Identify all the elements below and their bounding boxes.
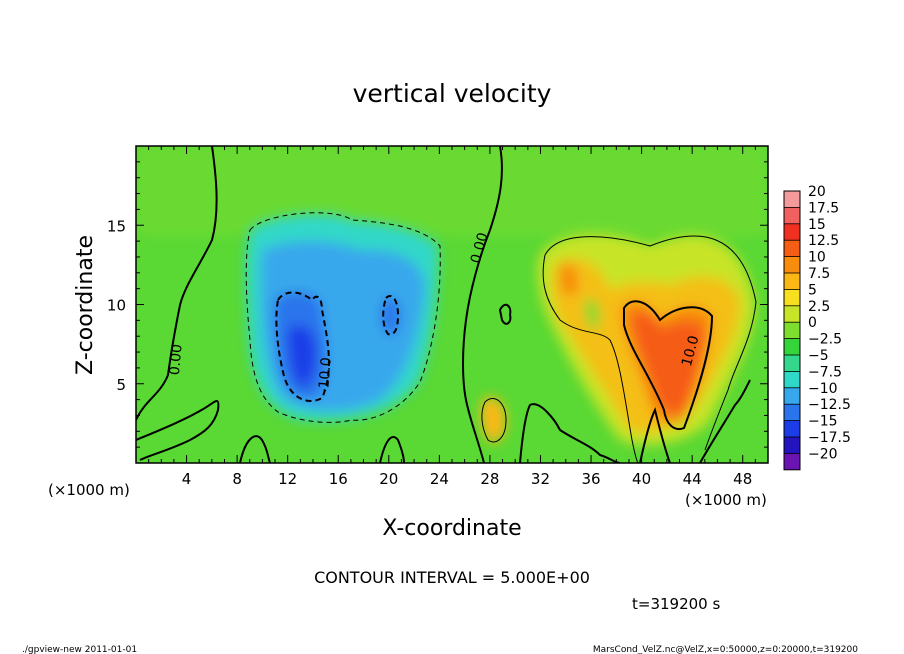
contour-labels: 0.00 0.00 -10.0 10.0 [167,231,703,394]
colorbar-swatch [784,322,800,339]
x-tick-label: 48 [733,470,752,488]
x-tick-label: 40 [632,470,651,488]
x-tick-label: 4 [182,470,192,488]
x-tick-label: 44 [683,470,702,488]
time-label: t=319200 s [632,595,720,613]
x-tick-label: 32 [531,470,550,488]
chart-title: vertical velocity [353,79,552,108]
colorbar-label: 0 [808,315,817,331]
updraft-region [480,233,756,445]
x-unit-left: (×1000 m) [48,481,130,499]
x-tick-label: 28 [480,470,499,488]
x-axis-title: X-coordinate [382,516,521,541]
colorbar-swatch [784,289,800,306]
y-tick-label: 15 [107,217,126,235]
y-axis-title: Z-coordinate [73,235,98,375]
colorbar-label: 20 [808,184,826,200]
colorbar: 2017.51512.5107.552.50−2.5−5−7.5−10−12.5… [783,184,851,471]
colorbar-label: 15 [808,217,826,233]
colorbar-label: −12.5 [808,397,851,413]
x-axis: 4 8 12 16 20 24 28 32 36 40 44 48 [148,146,756,488]
colorbar-label: 17.5 [808,200,839,216]
colorbar-label: 12.5 [808,233,839,249]
contour-label: 10.0 [679,334,703,368]
colorbar-label: −5 [808,348,829,364]
footer-right: MarsCond_VelZ.nc@VelZ,x=0:50000,z=0:2000… [593,645,858,654]
colorbar-label: −7.5 [808,364,842,380]
colorbar-swatch [784,355,800,372]
x-tick-label: 12 [278,470,297,488]
colorbar-swatch [784,191,800,208]
x-tick-label: 36 [581,470,600,488]
colorbar-label: 7.5 [808,266,830,282]
colorbar-swatch [784,404,800,421]
colorbar-swatch [784,453,800,470]
footer-left: ./gpview-new 2011-01-01 [22,645,137,654]
colorbar-label: 10 [808,250,826,266]
y-tick-label: 10 [107,297,126,315]
y-axis: 5 10 15 [107,161,768,448]
colorbar-swatch [784,207,800,224]
contour-interval: CONTOUR INTERVAL = 5.000E+00 [314,568,590,587]
colorbar-swatch [784,256,800,273]
colorbar-label: 5 [808,282,817,298]
colorbar-swatch [784,420,800,437]
colorbar-label: −2.5 [808,332,842,348]
colorbar-swatch [784,240,800,257]
contour-label: 0.00 [468,231,492,265]
colorbar-label: −20 [808,446,838,462]
colorbar-swatch [784,338,800,355]
heatmap-field: 0.00 0.00 -10.0 10.0 [136,146,768,463]
downdraft-region [246,213,439,421]
colorbar-label: −17.5 [808,430,851,446]
colorbar-label: −15 [808,414,838,430]
colorbar-swatch [784,437,800,454]
colorbar-swatch [784,273,800,290]
contour-lines [136,146,757,463]
colorbar-swatch [784,387,800,405]
colorbar-swatch [784,223,800,241]
colorbar-label: 2.5 [808,299,830,315]
x-tick-label: 8 [232,470,242,488]
colorbar-label: −10 [808,381,838,397]
contour-label: -10.0 [316,357,335,394]
y-tick-label: 5 [116,376,126,394]
colorbar-swatch [784,371,800,388]
x-tick-label: 16 [329,470,348,488]
colorbar-swatch [784,305,800,323]
x-tick-label: 24 [430,470,449,488]
x-unit-right: (×1000 m) [685,491,767,509]
x-tick-label: 20 [379,470,398,488]
contour-label: 0.00 [167,343,186,375]
